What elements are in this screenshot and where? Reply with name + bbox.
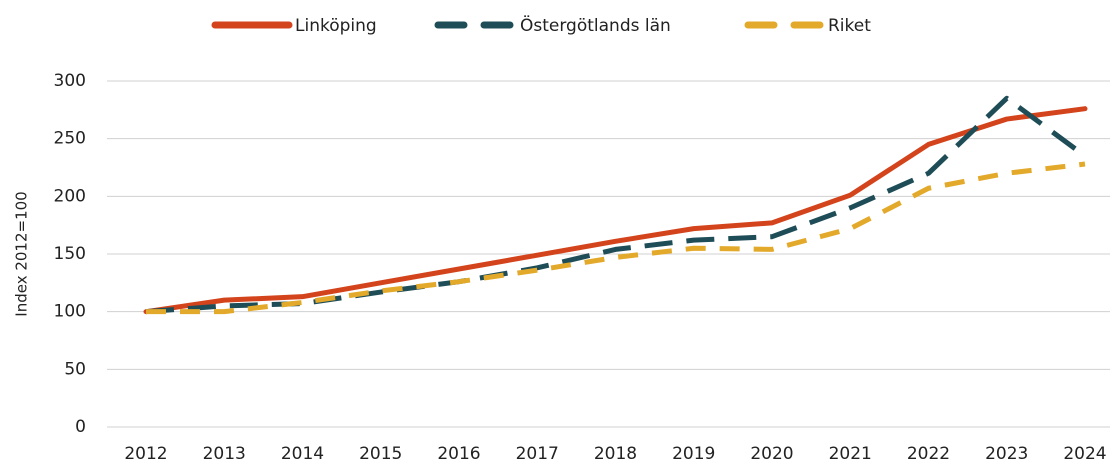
x-tick-label: 2014: [281, 444, 324, 464]
series-line: [146, 161, 1086, 315]
x-tick-label: 2015: [359, 444, 402, 464]
legend-label: Riket: [828, 16, 871, 36]
legend-label: Linköping: [295, 16, 377, 36]
x-tick-label: 2016: [437, 444, 480, 464]
y-tick-label: 250: [54, 129, 86, 149]
x-tick-label: 2013: [203, 444, 246, 464]
y-tick-label: 0: [75, 417, 86, 437]
y-tick-label: 300: [54, 71, 86, 91]
y-tick-label: 50: [64, 359, 86, 379]
x-tick-label: 2012: [124, 444, 167, 464]
x-tick-label: 2024: [1063, 444, 1106, 464]
x-tick-label: 2022: [907, 444, 950, 464]
legend-label: Östergötlands län: [520, 14, 671, 36]
x-tick-label: 2021: [829, 444, 872, 464]
x-tick-label: 2017: [516, 444, 559, 464]
y-axis-label: Index 2012=100: [13, 191, 31, 316]
x-tick-label: 2020: [750, 444, 793, 464]
series-line: [143, 106, 1088, 315]
y-tick-label: 100: [54, 302, 86, 322]
series-line: [145, 95, 1087, 315]
x-tick-label: 2019: [672, 444, 715, 464]
y-tick-label: 200: [54, 186, 86, 206]
x-tick-label: 2018: [594, 444, 637, 464]
y-tick-label: 150: [54, 244, 86, 264]
x-tick-label: 2023: [985, 444, 1028, 464]
